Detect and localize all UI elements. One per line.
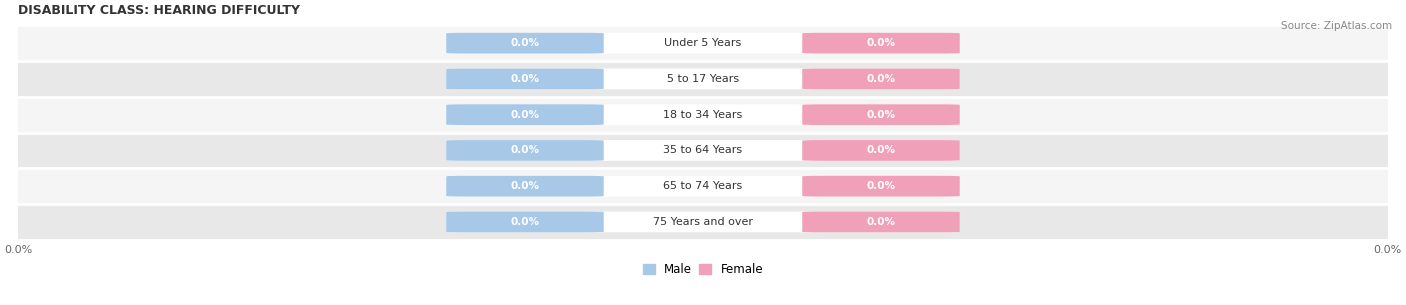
Text: 0.0%: 0.0%: [866, 145, 896, 156]
Bar: [18, 204, 1388, 240]
Text: 0.0%: 0.0%: [510, 74, 540, 84]
Text: 0.0%: 0.0%: [866, 217, 896, 227]
FancyBboxPatch shape: [803, 69, 960, 89]
FancyBboxPatch shape: [446, 140, 960, 161]
Text: 0.0%: 0.0%: [866, 38, 896, 48]
FancyBboxPatch shape: [803, 104, 960, 125]
FancyBboxPatch shape: [446, 33, 960, 53]
Text: 18 to 34 Years: 18 to 34 Years: [664, 110, 742, 120]
Text: 35 to 64 Years: 35 to 64 Years: [664, 145, 742, 156]
Bar: [18, 168, 1388, 204]
FancyBboxPatch shape: [803, 140, 960, 161]
Text: DISABILITY CLASS: HEARING DIFFICULTY: DISABILITY CLASS: HEARING DIFFICULTY: [18, 4, 301, 17]
FancyBboxPatch shape: [446, 69, 960, 89]
Text: 0.0%: 0.0%: [866, 110, 896, 120]
FancyBboxPatch shape: [446, 104, 960, 125]
Bar: [18, 25, 1388, 61]
FancyBboxPatch shape: [446, 104, 603, 125]
FancyBboxPatch shape: [446, 176, 603, 196]
Bar: [18, 97, 1388, 133]
Text: 0.0%: 0.0%: [866, 181, 896, 191]
FancyBboxPatch shape: [803, 176, 960, 196]
Text: Source: ZipAtlas.com: Source: ZipAtlas.com: [1281, 21, 1392, 31]
FancyBboxPatch shape: [446, 176, 960, 196]
Text: 75 Years and over: 75 Years and over: [652, 217, 754, 227]
Text: 0.0%: 0.0%: [510, 181, 540, 191]
Text: 5 to 17 Years: 5 to 17 Years: [666, 74, 740, 84]
Text: 0.0%: 0.0%: [510, 145, 540, 156]
Text: 0.0%: 0.0%: [510, 110, 540, 120]
Text: 0.0%: 0.0%: [510, 38, 540, 48]
Bar: [18, 133, 1388, 168]
FancyBboxPatch shape: [446, 212, 603, 232]
FancyBboxPatch shape: [803, 212, 960, 232]
FancyBboxPatch shape: [446, 212, 960, 232]
Bar: [18, 61, 1388, 97]
FancyBboxPatch shape: [446, 33, 603, 53]
Text: 0.0%: 0.0%: [510, 217, 540, 227]
Legend: Male, Female: Male, Female: [638, 259, 768, 281]
Text: Under 5 Years: Under 5 Years: [665, 38, 741, 48]
FancyBboxPatch shape: [446, 69, 603, 89]
FancyBboxPatch shape: [803, 33, 960, 53]
Text: 0.0%: 0.0%: [866, 74, 896, 84]
Text: 65 to 74 Years: 65 to 74 Years: [664, 181, 742, 191]
FancyBboxPatch shape: [446, 140, 603, 161]
